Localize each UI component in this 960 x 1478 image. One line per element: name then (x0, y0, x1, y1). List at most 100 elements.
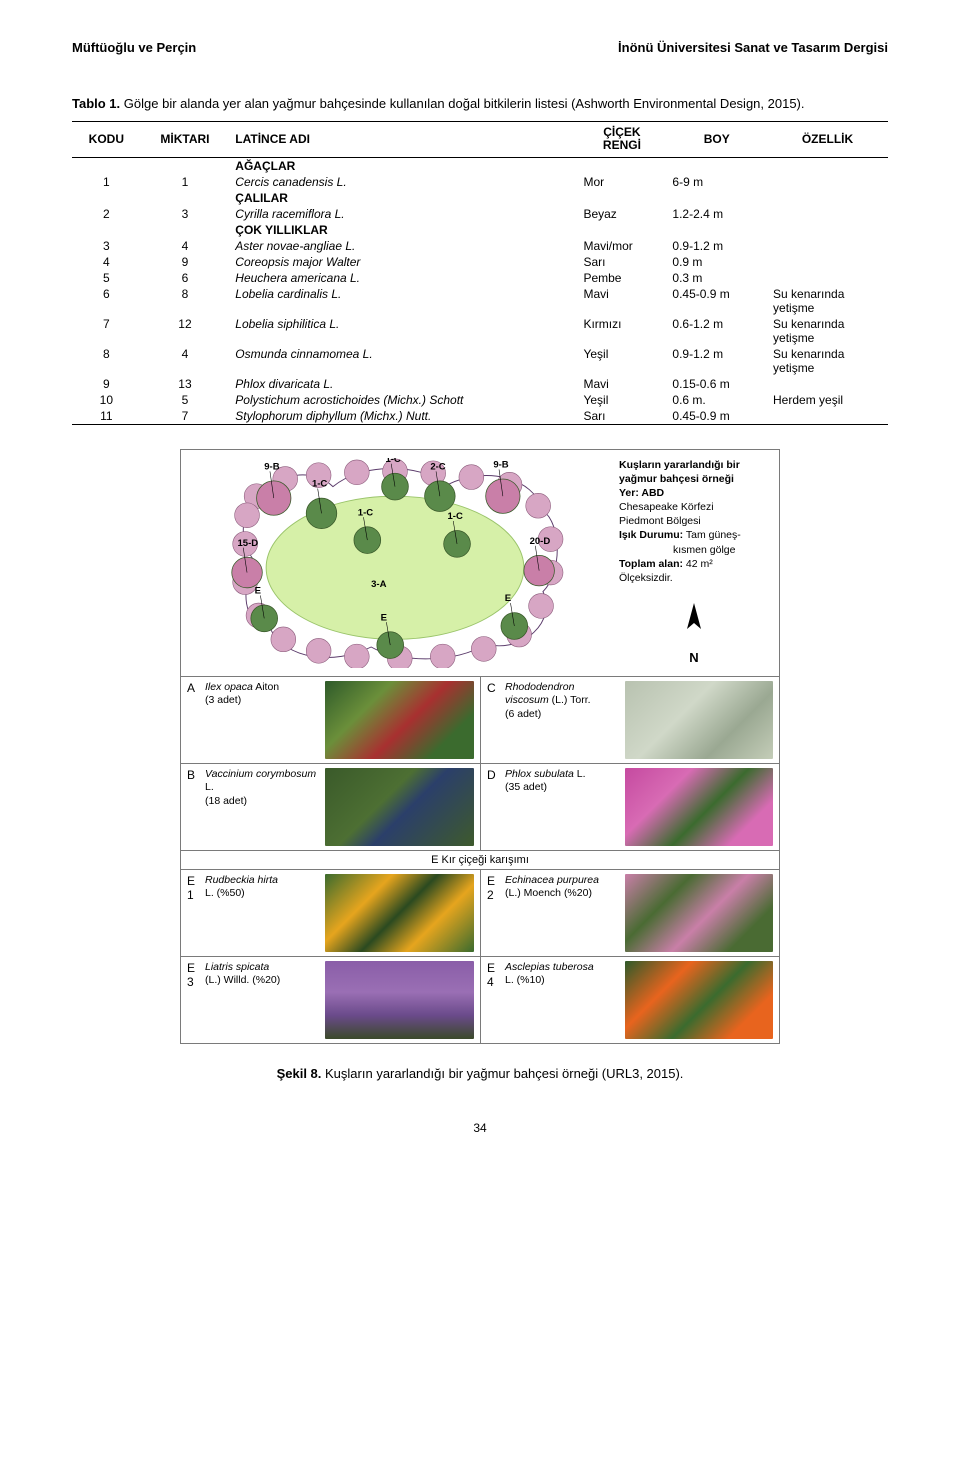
cell-latince: Cyrilla racemiflora L. (229, 206, 577, 222)
cell-kodu: 1 (72, 174, 141, 190)
mix-species-cell: E2Echinacea purpurea (L.) Moench (%20) (480, 870, 779, 956)
species-cell: DPhlox subulata L.(35 adet) (480, 764, 779, 850)
cell-ozellik (767, 376, 888, 392)
table-row: 23Cyrilla racemiflora L.Beyaz1.2-2.4 m (72, 206, 888, 222)
cell-renk: Kırmızı (577, 316, 666, 346)
th-kodu: KODU (72, 122, 141, 157)
cell-latince: Aster novae-angliae L. (229, 238, 577, 254)
species-cell: AIlex opaca Aiton(3 adet) (181, 677, 480, 763)
cell-boy: 0.45-0.9 m (666, 286, 767, 316)
cell-miktari: 1 (141, 174, 230, 190)
svg-text:1-C: 1-C (448, 511, 463, 522)
svg-text:1-C: 1-C (358, 507, 373, 518)
page-number: 34 (72, 1121, 888, 1135)
cell-miktari: 7 (141, 408, 230, 425)
cell-kodu: 3 (72, 238, 141, 254)
table-row: 117Stylophorum diphyllum (Michx.) Nutt.S… (72, 408, 888, 425)
cell-renk: Sarı (577, 254, 666, 270)
cell-miktari: 4 (141, 346, 230, 376)
species-letter: A (187, 681, 205, 695)
mix-header: E Kır çiçeği karışımı (181, 850, 779, 869)
cell-miktari: 5 (141, 392, 230, 408)
compass-n: N (619, 649, 769, 667)
cell-kodu: 2 (72, 206, 141, 222)
cell-latince: Heuchera americana L. (229, 270, 577, 286)
plant-table: KODU MİKTARI LATİNCE ADI ÇİÇEKRENGİ BOY … (72, 121, 888, 424)
th-ozellik: ÖZELLİK (767, 122, 888, 157)
cell-boy: 0.15-0.6 m (666, 376, 767, 392)
table-row: 84Osmunda cinnamomea L.Yeşil0.9-1.2 mSu … (72, 346, 888, 376)
table-row: 68Lobelia cardinalis L.Mavi0.45-0.9 mSu … (72, 286, 888, 316)
cell-latince: Phlox divaricata L. (229, 376, 577, 392)
species-photo (625, 681, 773, 759)
legend-region2: Piedmont Bölgesi (619, 514, 769, 528)
species-name: Ilex opaca Aiton(3 adet) (205, 681, 325, 708)
cell-miktari: 13 (141, 376, 230, 392)
cell-renk: Beyaz (577, 206, 666, 222)
mix-species-cell: E1Rudbeckia hirta L. (%50) (181, 870, 480, 956)
species-letter: D (487, 768, 505, 782)
cell-ozellik: Su kenarındayetişme (767, 286, 888, 316)
figure-caption: Şekil 8. Kuşların yararlandığı bir yağmu… (72, 1066, 888, 1081)
legend-olceksiz: Ölçeksizdir. (619, 571, 769, 585)
cell-ozellik: Herdem yeşil (767, 392, 888, 408)
table-row: 913Phlox divaricata L.Mavi0.15-0.6 m (72, 376, 888, 392)
species-name: Liatris spicata (L.) Willd. (%20) (205, 961, 325, 988)
svg-text:9-B: 9-B (264, 461, 279, 472)
figure-caption-label: Şekil 8. (277, 1066, 322, 1081)
cell-kodu: 8 (72, 346, 141, 376)
species-name: Asclepias tuberosa L. (%10) (505, 961, 625, 988)
cell-ozellik: Su kenarındayetişme (767, 316, 888, 346)
species-letter: E2 (487, 874, 505, 902)
table-row: 34Aster novae-angliae L.Mavi/mor0.9-1.2 … (72, 238, 888, 254)
cell-renk: Mavi/mor (577, 238, 666, 254)
cell-renk: Mavi (577, 286, 666, 316)
cell-renk: Yeşil (577, 392, 666, 408)
cell-miktari: 12 (141, 316, 230, 346)
cell-kodu: 9 (72, 376, 141, 392)
species-photo (325, 768, 474, 846)
cell-boy: 0.6 m. (666, 392, 767, 408)
cell-boy: 0.45-0.9 m (666, 408, 767, 425)
cell-renk: Yeşil (577, 346, 666, 376)
cell-latince: Coreopsis major Walter (229, 254, 577, 270)
species-name: Rhododendron viscosum (L.) Torr.(6 adet) (505, 681, 625, 722)
cell-kodu: 7 (72, 316, 141, 346)
cell-ozellik (767, 238, 888, 254)
table-row: 49Coreopsis major WalterSarı0.9 m (72, 254, 888, 270)
cell-ozellik (767, 270, 888, 286)
cell-boy: 0.9-1.2 m (666, 346, 767, 376)
species-photo (625, 768, 773, 846)
cell-latince: Lobelia siphilitica L. (229, 316, 577, 346)
legend-isik-val2: kısmen gölge (619, 543, 769, 557)
group-label: ÇALILAR (229, 190, 577, 206)
cell-ozellik (767, 408, 888, 425)
cell-latince: Lobelia cardinalis L. (229, 286, 577, 316)
table-caption-label: Tablo 1. (72, 96, 120, 111)
figure-caption-text: Kuşların yararlandığı bir yağmur bahçesi… (325, 1066, 683, 1081)
cell-kodu: 6 (72, 286, 141, 316)
svg-text:E: E (381, 612, 387, 623)
garden-diagram: 9-B1-C1-C2-C9-B1-C1-C3-AEEE15-D20-D (181, 450, 609, 676)
species-name: Vaccinium corymbosum L.(18 adet) (205, 768, 325, 809)
header-left: Müftüoğlu ve Perçin (72, 40, 196, 55)
svg-text:E: E (255, 585, 261, 596)
svg-text:15-D: 15-D (238, 537, 259, 548)
cell-boy: 1.2-2.4 m (666, 206, 767, 222)
cell-miktari: 3 (141, 206, 230, 222)
svg-text:9-B: 9-B (493, 459, 508, 470)
legend-region1: Chesapeake Körfezi (619, 500, 769, 514)
cell-miktari: 9 (141, 254, 230, 270)
th-cicek: ÇİÇEKRENGİ (577, 122, 666, 157)
table-caption-text: Gölge bir alanda yer alan yağmur bahçesi… (124, 96, 805, 111)
cell-ozellik (767, 206, 888, 222)
group-label: ÇOK YILLIKLAR (229, 222, 577, 238)
cell-renk: Pembe (577, 270, 666, 286)
th-latince: LATİNCE ADI (229, 122, 577, 157)
cell-kodu: 10 (72, 392, 141, 408)
table-row: 105Polystichum acrostichoides (Michx.) S… (72, 392, 888, 408)
table-row: 56Heuchera americana L.Pembe0.3 m (72, 270, 888, 286)
cell-miktari: 4 (141, 238, 230, 254)
legend-alan-label: Toplam alan: (619, 558, 683, 570)
cell-miktari: 8 (141, 286, 230, 316)
